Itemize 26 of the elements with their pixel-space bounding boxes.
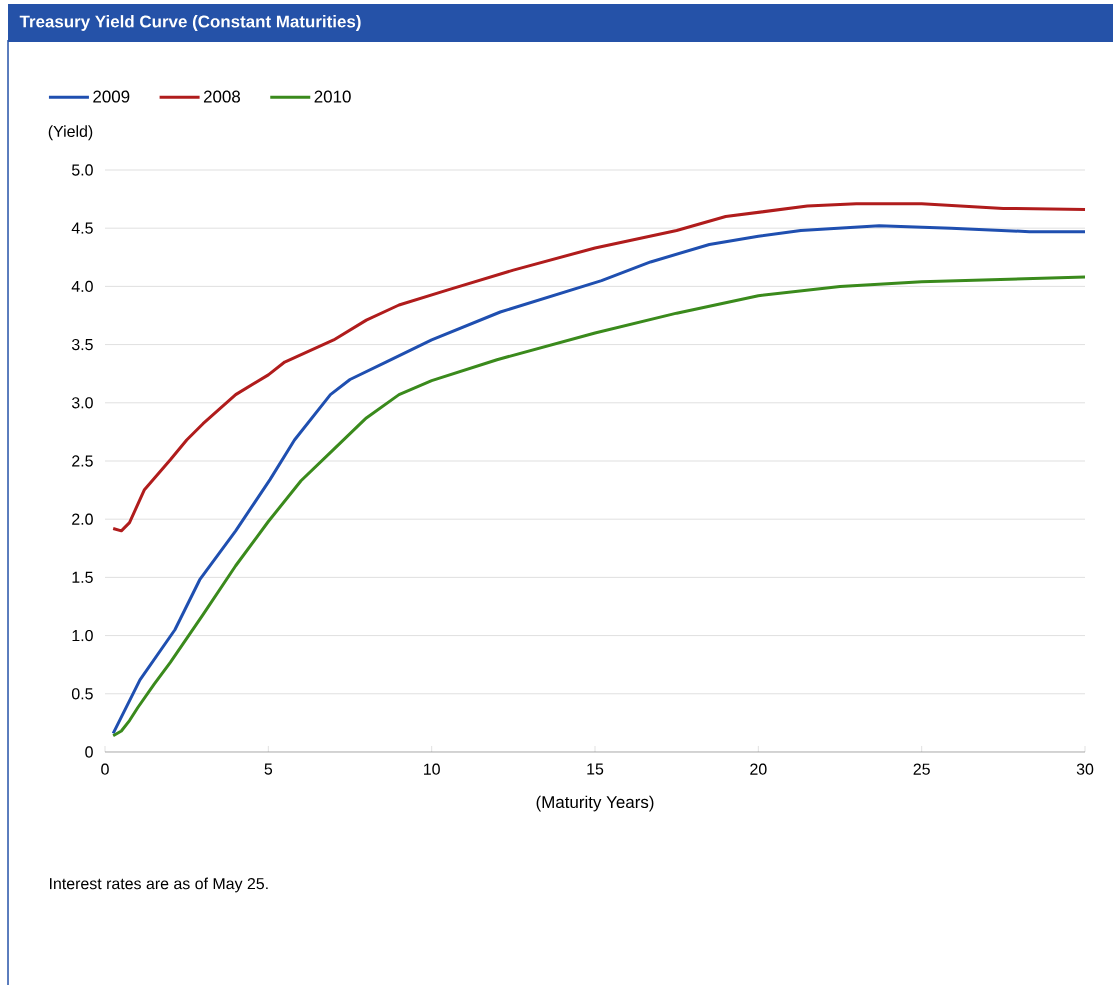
y-tick-label: 3.0 — [71, 397, 93, 409]
y-tick-label: 4.0 — [71, 280, 93, 293]
legend-label: 2010 — [314, 90, 351, 103]
y-axis-title: (Yield) — [48, 125, 93, 141]
line-series — [111, 202, 1087, 533]
x-tick-label: 0 — [101, 763, 109, 775]
x-tick-label: 20 — [750, 763, 767, 775]
y-tick-label: 2.0 — [72, 513, 93, 525]
x-tick-label: 30 — [1076, 763, 1094, 775]
y-tick-label: 1.5 — [72, 571, 93, 583]
y-tick-label: 5.0 — [71, 164, 93, 176]
y-tick-label: 3.5 — [71, 338, 93, 351]
y-tick-label: 0 — [85, 746, 93, 758]
y-tick-label: 0.5 — [71, 688, 93, 700]
x-tick-label: 5 — [264, 763, 273, 775]
x-tick-label: 15 — [587, 763, 604, 775]
chart-title: Treasury Yield Curve (Constant Maturities) — [19, 15, 361, 31]
y-tick-label: 4.5 — [71, 222, 93, 234]
text: Interest rates are as of May 25. — [50, 877, 268, 893]
x-axis-title: (Maturity Years) — [536, 795, 654, 812]
y-tick-label: 2.5 — [72, 455, 93, 467]
x-tick-label: 10 — [424, 763, 440, 775]
legend-label: 2009 — [93, 90, 130, 103]
y-tick-label: 1.0 — [72, 629, 93, 642]
legend-label: 2008 — [203, 90, 241, 103]
x-tick-label: 25 — [913, 763, 930, 775]
